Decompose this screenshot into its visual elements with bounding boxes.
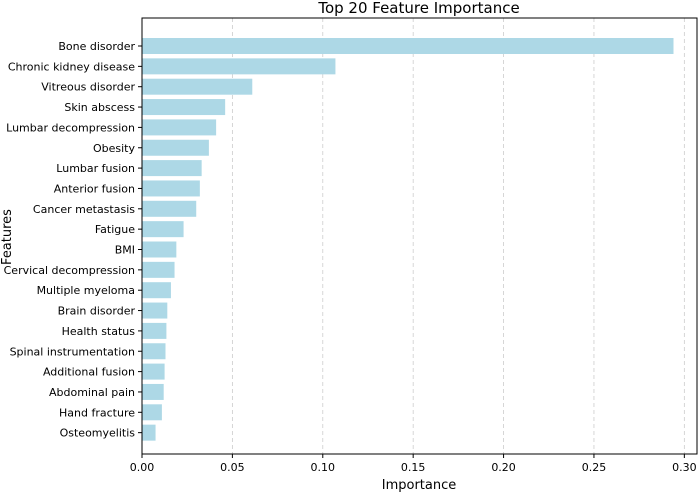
y-tick-label: Additional fusion xyxy=(43,366,135,379)
bar xyxy=(142,180,200,197)
bar xyxy=(142,38,674,54)
bar xyxy=(142,302,168,319)
bar xyxy=(142,221,184,238)
bar xyxy=(142,160,202,177)
y-tick-label: Osteomyelitis xyxy=(60,427,136,440)
y-tick-label: Hand fracture xyxy=(59,406,135,419)
x-tick-label: 0.05 xyxy=(220,461,245,474)
y-axis-label: Features xyxy=(0,209,15,265)
plot-frame xyxy=(141,17,698,455)
x-axis-label: Importance xyxy=(382,478,457,493)
y-tick-label: Cervical decompression xyxy=(4,264,135,277)
bar xyxy=(142,282,171,299)
x-tick-label: 0.15 xyxy=(401,461,426,474)
bar-group xyxy=(142,38,674,441)
x-axis-ticks: 0.00 0.05 0.10 0.15 0.20 0.25 0.30 xyxy=(130,454,697,474)
x-tick-label: 0.25 xyxy=(582,461,607,474)
y-tick-label: Lumbar decompression xyxy=(6,121,135,134)
bar xyxy=(142,99,226,116)
bar xyxy=(142,119,217,136)
bar xyxy=(142,139,209,156)
bar xyxy=(142,404,162,421)
bar xyxy=(142,58,336,75)
x-tick-label: 0.20 xyxy=(491,461,516,474)
chart-title: Top 20 Feature Importance xyxy=(317,0,519,17)
y-tick-label: Abdominal pain xyxy=(49,386,135,399)
bar xyxy=(142,424,156,441)
y-tick-label: Brain disorder xyxy=(58,305,136,318)
bar xyxy=(142,78,253,95)
y-axis-ticks: Bone disorder Chronic kidney disease Vitre… xyxy=(4,40,142,440)
y-tick-label: Bone disorder xyxy=(58,40,135,53)
y-tick-label: Chronic kidney disease xyxy=(8,60,135,73)
y-tick-label: Skin abscess xyxy=(64,101,135,114)
y-tick-label: Spinal instrumentation xyxy=(10,345,135,358)
y-tick-label: Health status xyxy=(62,325,136,338)
x-tick-label: 0.00 xyxy=(130,461,155,474)
bar xyxy=(142,241,177,258)
y-tick-label: Vitreous disorder xyxy=(41,81,135,94)
y-tick-label: Obesity xyxy=(93,142,136,155)
y-tick-label: Anterior fusion xyxy=(54,182,135,195)
bar xyxy=(142,200,197,217)
bar xyxy=(142,363,165,380)
y-tick-label: Lumbar fusion xyxy=(56,162,135,175)
x-tick-label: 0.30 xyxy=(672,461,697,474)
y-tick-label: Cancer metastasis xyxy=(33,203,135,216)
bar xyxy=(142,322,167,339)
y-tick-label: Fatigue xyxy=(95,223,135,236)
bar xyxy=(142,261,175,278)
y-tick-label: BMI xyxy=(115,244,135,257)
bar xyxy=(142,383,164,400)
bar xyxy=(142,343,166,360)
x-tick-label: 0.10 xyxy=(311,461,336,474)
y-tick-label: Multiple myeloma xyxy=(37,284,135,297)
